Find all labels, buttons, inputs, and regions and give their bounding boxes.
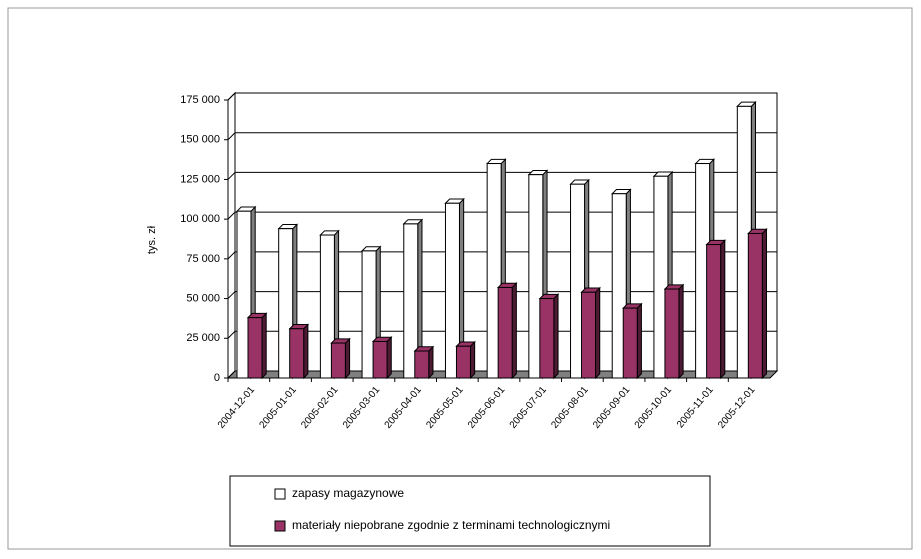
grid-line [227, 330, 236, 339]
legend-label: zapasy magazynowe [292, 486, 404, 500]
bar-side [469, 340, 476, 380]
bar [414, 350, 430, 379]
bar [330, 342, 346, 379]
bar [455, 345, 471, 379]
bar-side [595, 286, 601, 380]
y-tick-label: 125 000 [180, 173, 220, 185]
bar [706, 244, 722, 379]
bar [664, 288, 680, 379]
legend-label: materiały niepobrane zgodnie z terminami… [292, 518, 610, 532]
grid-line [227, 251, 236, 260]
y-tick-label: 175 000 [180, 94, 220, 106]
y-tick-label: 150 000 [180, 134, 220, 146]
y-axis-label: tys. zł [146, 225, 158, 254]
bar [497, 286, 513, 379]
bar [444, 202, 460, 379]
grid-line [227, 291, 236, 299]
bar-side [553, 293, 559, 380]
bar [247, 317, 263, 379]
grid-line [227, 370, 236, 379]
bar [319, 234, 335, 379]
bar-side [386, 336, 392, 380]
bar-side [678, 283, 684, 380]
legend-swatch [274, 488, 286, 500]
legend [229, 475, 711, 547]
bar-side [636, 302, 642, 380]
bar [622, 307, 638, 379]
legend-swatch [274, 520, 286, 532]
grid-line [227, 132, 236, 141]
bar-side [761, 228, 768, 380]
grid-line [227, 211, 236, 220]
y-tick-label: 75 000 [186, 253, 220, 265]
y-tick-label: 25 000 [186, 332, 220, 344]
bar [289, 328, 305, 379]
bar [403, 223, 419, 379]
grid-line [227, 172, 236, 180]
bar-side [720, 239, 726, 380]
grid-line [227, 92, 236, 101]
bar [747, 232, 763, 379]
bar-side [511, 282, 517, 380]
bar-side [428, 345, 434, 380]
bar [372, 340, 388, 379]
y-tick-label: 50 000 [186, 292, 220, 304]
bar [539, 298, 555, 379]
bar [581, 291, 597, 379]
y-tick-label: 0 [214, 372, 220, 384]
y-tick-label: 100 000 [180, 213, 220, 225]
bar-side [261, 312, 267, 380]
bar-side [303, 323, 309, 380]
bar-side [344, 337, 351, 380]
